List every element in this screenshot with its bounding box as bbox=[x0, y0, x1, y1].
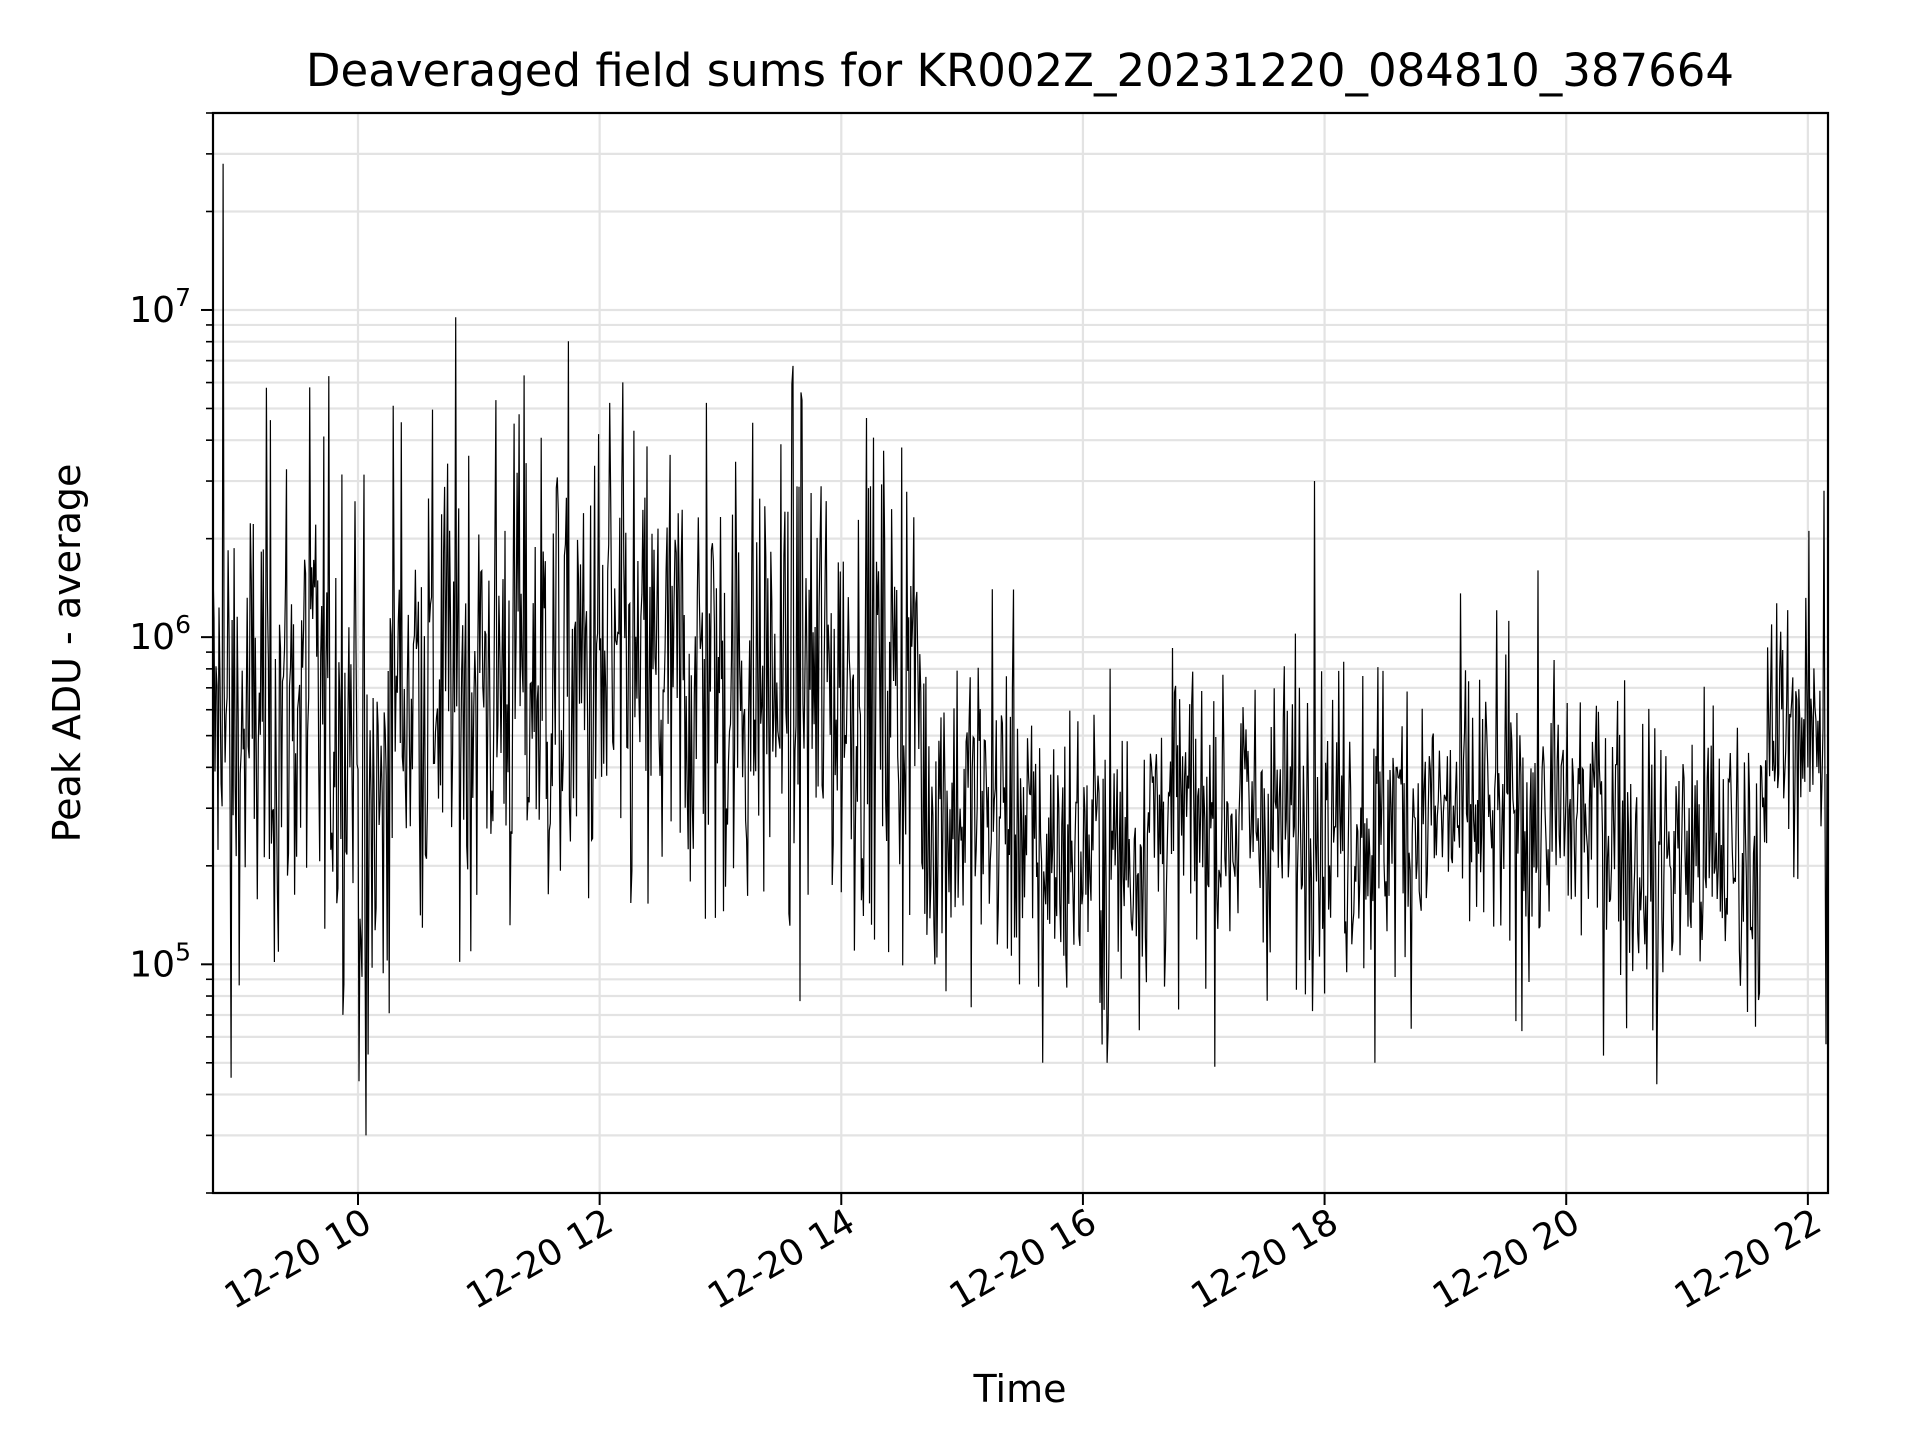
y-tick-label: 106 bbox=[129, 610, 191, 658]
x-axis-label: Time bbox=[973, 1367, 1067, 1411]
axes-frame bbox=[211, 111, 1830, 1195]
x-tick-label: 12-20 18 bbox=[1184, 1201, 1345, 1317]
x-tick-label: 12-20 20 bbox=[1426, 1201, 1587, 1317]
series-line bbox=[212, 163, 1828, 1136]
chart-title: Deaveraged field sums for KR002Z_2023122… bbox=[306, 44, 1734, 97]
x-tick-label: 12-20 12 bbox=[459, 1201, 620, 1317]
y-axis-label: Peak ADU - average bbox=[45, 464, 89, 843]
x-axis: 12-20 10 12-20 12 12-20 14 12-20 16 12-20 18… bbox=[218, 1193, 1829, 1318]
y-tick-label: 105 bbox=[129, 937, 191, 985]
y-tick-label: 107 bbox=[129, 283, 191, 331]
x-tick-label: 12-20 14 bbox=[701, 1201, 862, 1317]
x-tick-label: 12-20 22 bbox=[1668, 1201, 1829, 1317]
y-axis: 105 106 107 bbox=[129, 112, 213, 1194]
x-tick-label: 12-20 16 bbox=[943, 1201, 1104, 1317]
plot-area bbox=[212, 163, 1828, 1136]
grid bbox=[213, 111, 1828, 1195]
x-tick-label: 12-20 10 bbox=[218, 1201, 379, 1317]
